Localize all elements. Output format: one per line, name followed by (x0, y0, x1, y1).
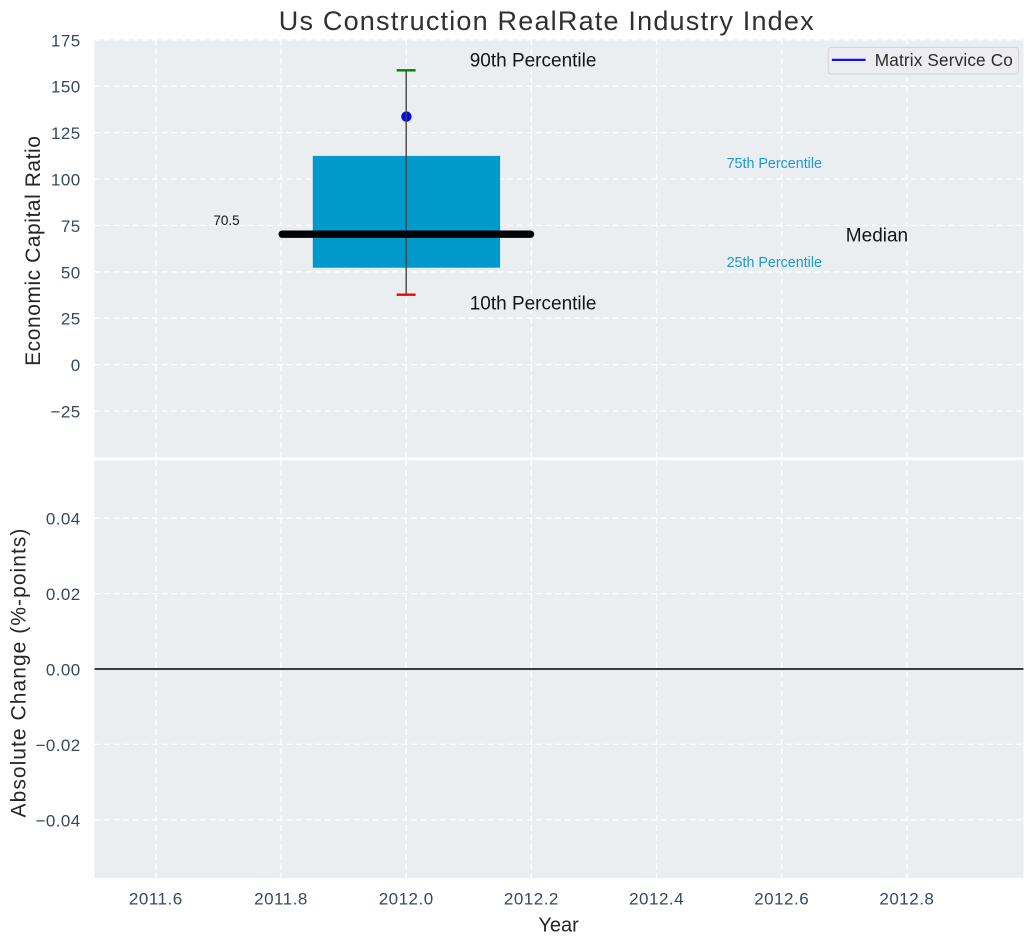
svg-text:25th Percentile: 25th Percentile (727, 255, 822, 271)
svg-text:10th Percentile: 10th Percentile (470, 294, 597, 315)
svg-text:75th Percentile: 75th Percentile (727, 156, 822, 172)
svg-text:Economic Capital Ratio: Economic Capital Ratio (22, 136, 45, 366)
svg-text:Median: Median (846, 226, 908, 247)
svg-text:50: 50 (61, 263, 81, 282)
svg-text:2012.4: 2012.4 (629, 890, 684, 909)
svg-text:2012.8: 2012.8 (879, 890, 934, 909)
svg-text:Absolute Change (%-points): Absolute Change (%-points) (8, 528, 31, 818)
svg-text:125: 125 (51, 124, 81, 143)
svg-text:2012.0: 2012.0 (379, 890, 434, 909)
svg-text:2012.6: 2012.6 (754, 890, 809, 909)
svg-text:150: 150 (51, 78, 81, 97)
svg-text:−25: −25 (51, 403, 81, 422)
svg-text:0: 0 (71, 356, 81, 375)
svg-text:90th Percentile: 90th Percentile (470, 51, 597, 72)
svg-text:100: 100 (51, 171, 81, 190)
svg-text:2011.6: 2011.6 (129, 890, 183, 909)
svg-text:2012.2: 2012.2 (504, 890, 559, 909)
svg-text:−0.04: −0.04 (36, 811, 81, 830)
svg-text:25: 25 (61, 310, 81, 329)
svg-text:0.04: 0.04 (46, 510, 81, 529)
svg-text:175: 175 (51, 31, 81, 50)
svg-text:Year: Year (538, 915, 579, 937)
svg-text:−0.02: −0.02 (36, 736, 81, 755)
svg-text:2011.8: 2011.8 (254, 890, 308, 909)
svg-text:75: 75 (61, 217, 81, 236)
svg-text:Matrix Service Co: Matrix Service Co (875, 50, 1013, 70)
svg-text:0.00: 0.00 (46, 661, 81, 680)
svg-text:Us Construction RealRate Indus: Us Construction RealRate Industry Index (279, 6, 815, 36)
svg-text:70.5: 70.5 (213, 213, 239, 228)
svg-text:0.02: 0.02 (46, 585, 81, 604)
